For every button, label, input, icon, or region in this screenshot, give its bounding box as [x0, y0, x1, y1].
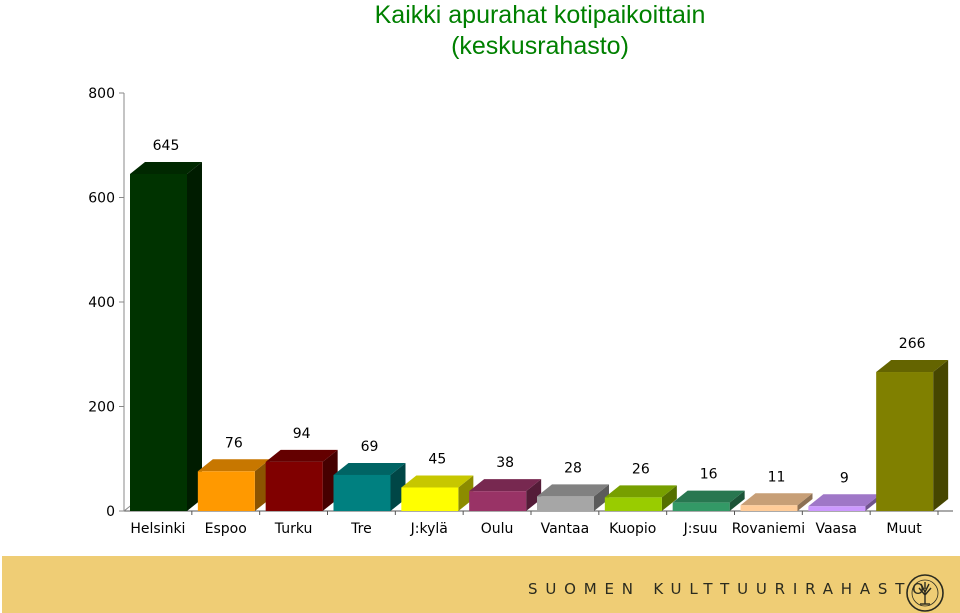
bar-side: [458, 475, 474, 511]
bar-top: [130, 161, 202, 174]
y-tick-label: 0: [106, 504, 115, 520]
category-label: J:kylä: [410, 521, 448, 537]
value-label: 26: [632, 461, 650, 477]
category-label: Espoo: [205, 521, 247, 537]
bar-front: [197, 471, 255, 511]
bar-front: [808, 506, 866, 511]
value-label: 45: [428, 451, 446, 467]
category-label: Turku: [274, 521, 313, 537]
value-label: 16: [700, 467, 718, 483]
category-label: Vaasa: [815, 521, 857, 537]
bar-front: [740, 505, 798, 511]
bar-front: [537, 496, 594, 511]
bar-oulu: [469, 479, 542, 511]
y-tick-label: 400: [88, 295, 115, 311]
bar-espoo: [197, 459, 270, 511]
bar-side: [594, 484, 609, 511]
bar-front: [876, 372, 934, 511]
bar-side: [661, 485, 677, 511]
y-tick-label: 200: [88, 400, 115, 416]
bar-front: [130, 173, 187, 512]
category-label: Vantaa: [541, 521, 590, 537]
bar-j-kyl-: [401, 475, 474, 511]
bar-muut: [876, 360, 949, 511]
category-label: Helsinki: [130, 521, 185, 537]
category-label: Oulu: [481, 521, 514, 537]
bar-front: [401, 487, 459, 511]
bar-top: [740, 493, 813, 506]
bar-turku: [265, 449, 338, 511]
bar-j-suu: [672, 490, 745, 511]
category-label: Tre: [350, 521, 372, 537]
bar-top: [333, 462, 406, 475]
chart-labels: 645 Helsinki 76 Espoo 94 Turku 69 Tre 45 J:kylä 38…: [130, 138, 925, 537]
bar-side: [729, 490, 745, 511]
bar-front: [672, 502, 730, 511]
chart-bars: [130, 161, 949, 512]
bar-top: [469, 479, 542, 492]
value-label: 11: [768, 469, 786, 485]
bar-kuopio: [604, 485, 677, 511]
category-label: J:suu: [683, 521, 718, 537]
bar-front: [265, 461, 323, 511]
category-label: Rovaniemi: [732, 521, 805, 537]
chart-subtitle: (keskusrahasto): [451, 32, 629, 60]
brand-wordmark: SUOMEN KULTTUURIRAHASTO: [528, 580, 932, 598]
bar-tre: [333, 462, 406, 511]
bar-top: [604, 485, 677, 498]
chart-title: Kaikki apurahat kotipaikoittain: [374, 1, 706, 29]
footer-band: [2, 556, 960, 613]
bar-front: [604, 497, 662, 511]
bar-top: [537, 484, 609, 497]
value-label: 266: [899, 336, 926, 352]
bar-vantaa: [537, 484, 609, 511]
bar-rovaniemi: [740, 493, 813, 511]
value-label: 94: [293, 426, 311, 442]
chart-axes: 0 200 400 600 800: [88, 86, 953, 520]
bar-side: [526, 479, 542, 511]
bar-side: [187, 161, 202, 512]
value-label: 38: [496, 455, 514, 471]
bar-top: [401, 475, 474, 488]
value-label: 645: [153, 138, 180, 154]
category-label: Muut: [886, 521, 922, 537]
bar-top: [808, 494, 881, 507]
bar-top: [672, 490, 745, 503]
foundation-seal-icon: [906, 574, 944, 612]
chart-title-block: Kaikki apurahat kotipaikoittain (keskusr…: [0, 0, 960, 62]
value-label: 76: [225, 435, 243, 451]
bar-side: [797, 493, 813, 511]
bar-top: [197, 459, 270, 472]
bar-side: [933, 360, 949, 511]
category-label: Kuopio: [609, 521, 656, 537]
bar-vaasa: [808, 494, 881, 511]
y-tick-label: 800: [88, 86, 115, 102]
y-tick-label: 600: [88, 191, 115, 207]
value-label: 69: [361, 439, 379, 455]
value-label: 9: [840, 470, 849, 486]
bar-front: [469, 491, 527, 511]
bar-front: [333, 474, 391, 511]
value-label: 28: [564, 460, 582, 476]
bar-top: [876, 360, 949, 373]
bar-top: [265, 449, 338, 462]
bar-helsinki: [130, 161, 202, 512]
